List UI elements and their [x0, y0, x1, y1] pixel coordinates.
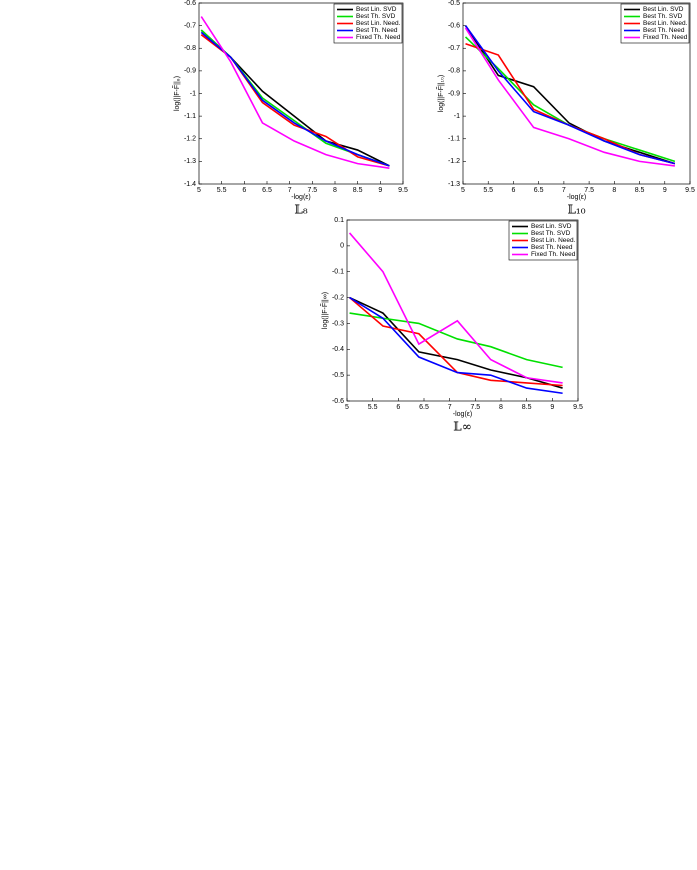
chart: 5 5.5 6 6.5 7 7.5 8 8.5 9 9.5 -0.6 -0.5 -0.4 -0.3 -0.2… — [321, 217, 583, 434]
x-tick-label: 9 — [663, 187, 667, 194]
series-line — [200, 31, 390, 167]
x-tick-label: 7.5 — [307, 187, 317, 194]
series-line — [464, 25, 676, 165]
y-tick-label: -0.4 — [332, 346, 344, 353]
chart: 5 5.5 6 6.5 7 7.5 8 8.5 9 9.5 -1.4 -1.3 -1.2 -1.1 -1 -0… — [173, 0, 408, 217]
x-axis-label: -log(ε) — [453, 411, 472, 418]
x-tick-label: 8 — [333, 187, 337, 194]
legend-label: Best Th. Need — [643, 27, 685, 34]
x-tick-label: 8.5 — [522, 404, 532, 411]
series-line — [464, 25, 676, 165]
y-axis-label: log(||F-F̃||∞) — [321, 292, 329, 329]
x-tick-label: 8.5 — [353, 187, 363, 194]
x-tick-label: 5.5 — [217, 187, 227, 194]
y-tick-label: 0.1 — [334, 217, 344, 224]
y-tick-label: -1.3 — [448, 181, 460, 188]
x-tick-label: 6.5 — [534, 187, 544, 194]
y-axis-label: log(||F-F̃||₈) — [173, 76, 181, 111]
chart: 5 5.5 6 6.5 7 7.5 8 8.5 9 9.5 -1.3 -1.2 -1.1 -1 -0.9 -0… — [437, 0, 695, 217]
y-tick-label: 0 — [340, 243, 344, 250]
plot-lines — [200, 16, 390, 169]
y-tick-label: -0.3 — [332, 320, 344, 327]
series-line — [200, 16, 390, 169]
x-tick-label: 6 — [511, 187, 515, 194]
series-line — [349, 296, 563, 395]
x-tick-label: 7 — [288, 187, 292, 194]
y-tick-label: -0.7 — [184, 22, 196, 29]
x-tick-label: 9 — [550, 404, 554, 411]
x-tick-label: 9 — [378, 187, 382, 194]
x-tick-label: 9.5 — [573, 404, 583, 411]
x-tick-label: 7 — [562, 187, 566, 194]
x-tick-label: 6 — [242, 187, 246, 194]
y-tick-label: -1.2 — [184, 136, 196, 143]
legend-label: Fixed Th. Need — [356, 34, 401, 41]
x-tick-label: 7.5 — [584, 187, 594, 194]
legend-label: Best Th. Need — [356, 27, 398, 34]
y-tick-label: -0.6 — [184, 0, 196, 7]
chart-title: 𝕃∞ — [453, 420, 471, 434]
x-tick-label: 6 — [396, 404, 400, 411]
y-tick-label: -1 — [190, 90, 196, 97]
plot-lines — [464, 25, 676, 167]
x-tick-label: 7.5 — [470, 404, 480, 411]
x-tick-label: 8.5 — [635, 187, 645, 194]
y-tick-label: -0.9 — [448, 90, 460, 97]
x-tick-label: 6.5 — [419, 404, 429, 411]
x-tick-label: 8 — [499, 404, 503, 411]
x-tick-label: 7 — [448, 404, 452, 411]
y-tick-label: -0.7 — [448, 45, 460, 52]
legend-label: Best Lin. SVD — [531, 223, 572, 230]
y-tick-label: -0.2 — [332, 294, 344, 301]
legend-label: Best Lin. Need. — [531, 237, 576, 244]
x-tick-label: 8 — [612, 187, 616, 194]
y-tick-label: -0.5 — [448, 0, 460, 7]
y-tick-label: -0.9 — [184, 68, 196, 75]
legend-label: Best Th. SVD — [356, 13, 396, 20]
series-line — [464, 27, 675, 167]
legend-label: Best Th. SVD — [643, 13, 683, 20]
x-tick-label: 9.5 — [398, 187, 408, 194]
x-tick-label: 5 — [461, 187, 465, 194]
legend-label: Best Lin. Need. — [356, 20, 401, 27]
y-tick-label: -1.1 — [184, 113, 196, 120]
series-line — [348, 232, 563, 384]
x-tick-label: 5 — [345, 404, 349, 411]
y-tick-label: -0.6 — [332, 398, 344, 405]
y-tick-label: -1 — [454, 113, 460, 120]
chart-title: 𝕃₁₀ — [567, 203, 585, 217]
x-tick-label: 5.5 — [368, 404, 378, 411]
legend-label: Best Lin. Need. — [643, 20, 688, 27]
y-tick-label: -1.3 — [184, 158, 196, 165]
y-tick-label: -0.5 — [332, 372, 344, 379]
chart-title: 𝕃₈ — [294, 203, 307, 217]
legend-label: Best Lin. SVD — [643, 6, 684, 13]
x-tick-label: 5.5 — [483, 187, 493, 194]
legend-label: Best Th. Need — [531, 244, 573, 251]
y-tick-label: -0.8 — [448, 68, 460, 75]
legend-label: Fixed Th. Need — [531, 251, 576, 258]
y-axis-label: log(||F-F̃||₁₀) — [437, 75, 445, 112]
plot-lines — [348, 232, 563, 395]
y-tick-label: -0.6 — [448, 22, 460, 29]
x-tick-label: 5 — [197, 187, 201, 194]
legend-label: Best Lin. SVD — [356, 6, 397, 13]
y-tick-label: -1.1 — [448, 136, 460, 143]
y-tick-label: -0.1 — [332, 269, 344, 276]
y-tick-label: -1.4 — [184, 181, 196, 188]
x-tick-label: 6.5 — [262, 187, 272, 194]
y-tick-label: -0.8 — [184, 45, 196, 52]
x-axis-label: -log(ε) — [567, 194, 586, 201]
y-tick-label: -1.2 — [448, 158, 460, 165]
x-tick-label: 9.5 — [685, 187, 695, 194]
x-axis-label: -log(ε) — [291, 194, 310, 201]
legend-label: Fixed Th. Need — [643, 34, 688, 41]
legend-label: Best Th. SVD — [531, 230, 571, 237]
